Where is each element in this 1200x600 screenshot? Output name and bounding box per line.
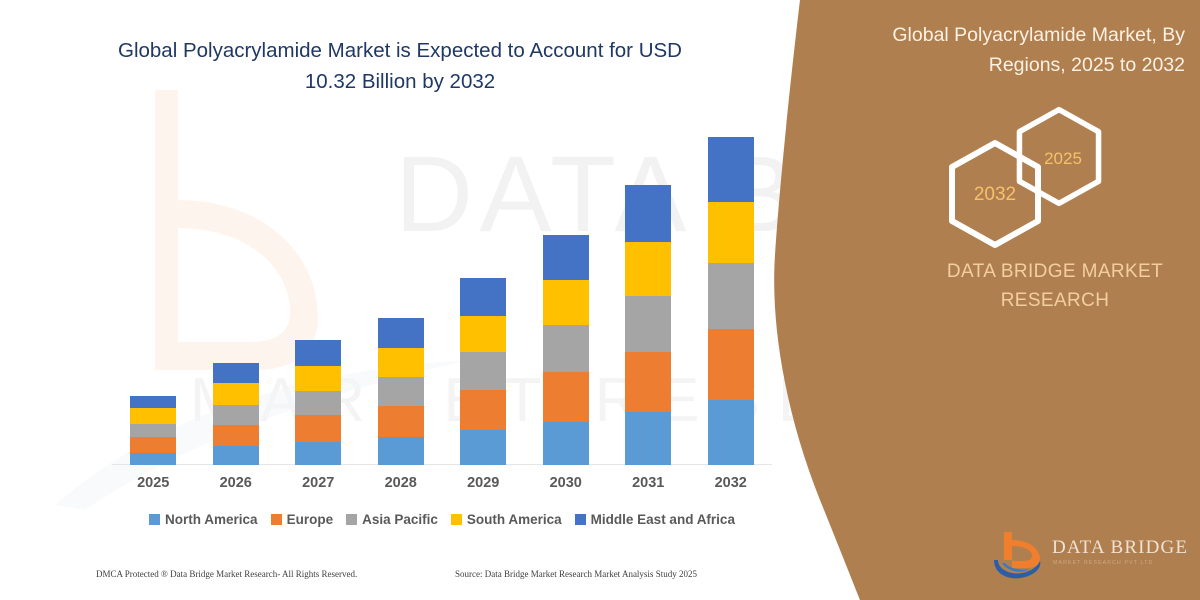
bar-segment[interactable] bbox=[212, 446, 259, 465]
legend-swatch-icon bbox=[450, 514, 462, 525]
footer-source: Source: Data Bridge Market Research Mark… bbox=[455, 569, 697, 579]
bar-segment[interactable] bbox=[295, 390, 342, 416]
bar-segment[interactable] bbox=[707, 329, 754, 400]
bar-segment[interactable] bbox=[625, 352, 672, 412]
bar-segment[interactable] bbox=[460, 429, 507, 465]
legend-item[interactable]: Asia Pacific bbox=[346, 512, 438, 527]
bar-column-2028[interactable] bbox=[377, 317, 424, 465]
x-axis-tick-2029: 2029 bbox=[467, 475, 500, 491]
panel-brand-text: DATA BRIDGE MARKET RESEARCH bbox=[946, 261, 1164, 311]
bar-segment[interactable] bbox=[295, 340, 342, 366]
logo-subtitle: MARKET RESEARCH PVT LTD bbox=[1053, 560, 1154, 566]
bar-segment[interactable] bbox=[377, 437, 424, 465]
legend-label: Asia Pacific bbox=[362, 512, 438, 527]
bar-column-2029[interactable] bbox=[460, 278, 507, 465]
legend-swatch-icon bbox=[149, 514, 161, 525]
data-bridge-logo-icon bbox=[994, 532, 1041, 579]
bars-layer bbox=[112, 120, 772, 465]
brand-logo: DATA BRIDGE MARKET RESEARCH PVT LTD bbox=[990, 528, 1189, 584]
x-axis-tick-2025: 2025 bbox=[137, 475, 170, 491]
bar-segment[interactable] bbox=[295, 365, 342, 391]
bar-segment[interactable] bbox=[212, 425, 259, 447]
legend-swatch-icon bbox=[574, 514, 586, 525]
hexagon-label-2025: 2025 bbox=[1044, 149, 1082, 168]
bar-segment[interactable] bbox=[542, 324, 589, 373]
x-axis-tick-2032: 2032 bbox=[714, 475, 747, 491]
x-axis-tick-2031: 2031 bbox=[632, 475, 665, 491]
bar-segment[interactable] bbox=[625, 411, 672, 465]
hexagon-icon bbox=[949, 140, 1041, 248]
chart-baseline bbox=[112, 464, 772, 465]
legend-item[interactable]: Europe bbox=[270, 512, 334, 527]
bar-segment[interactable] bbox=[377, 317, 424, 348]
footer-copyright: DMCA Protected ® Data Bridge Market Rese… bbox=[96, 569, 358, 579]
bar-segment[interactable] bbox=[295, 441, 342, 465]
bar-segment[interactable] bbox=[460, 389, 507, 430]
bar-segment[interactable] bbox=[377, 376, 424, 407]
bar-segment[interactable] bbox=[625, 241, 672, 296]
page-title: Global Polyacrylamide Market is Expected… bbox=[118, 39, 682, 93]
bar-segment[interactable] bbox=[707, 136, 754, 202]
legend-item[interactable]: Middle East and Africa bbox=[574, 512, 735, 527]
x-axis-tick-2030: 2030 bbox=[549, 475, 582, 491]
bar-column-2032[interactable] bbox=[707, 136, 754, 465]
legend-item[interactable]: North America bbox=[149, 512, 258, 527]
legend-swatch-icon bbox=[346, 514, 358, 525]
bar-segment[interactable] bbox=[542, 280, 589, 325]
bar-column-2030[interactable] bbox=[542, 235, 589, 465]
hexagon-badge-2025: 2025 bbox=[1013, 105, 1113, 217]
bar-segment[interactable] bbox=[542, 372, 589, 422]
bar-segment[interactable] bbox=[707, 399, 754, 465]
x-axis-labels: 2025 2026 2027 2028 2029 2030 2031 2032 bbox=[112, 475, 772, 499]
bar-segment[interactable] bbox=[377, 347, 424, 377]
bar-segment[interactable] bbox=[130, 407, 177, 425]
bar-segment[interactable] bbox=[130, 452, 177, 465]
bar-column-2027[interactable] bbox=[295, 340, 342, 465]
chart-legend: North America Europe Asia Pacific South Ame… bbox=[112, 512, 772, 527]
hexagon-icon bbox=[1016, 106, 1102, 207]
legend-label: North America bbox=[165, 512, 258, 527]
legend-label: Middle East and Africa bbox=[590, 512, 735, 527]
legend-label: South America bbox=[466, 512, 562, 527]
bar-column-2025[interactable] bbox=[130, 396, 177, 465]
right-panel-background bbox=[774, 0, 1200, 600]
hexagon-badge-2032: 2032 bbox=[945, 138, 1045, 250]
bar-column-2031[interactable] bbox=[625, 185, 672, 465]
bar-segment[interactable] bbox=[295, 415, 342, 442]
hexagon-badges: 2032 2025 bbox=[915, 105, 1150, 248]
bar-segment[interactable] bbox=[707, 262, 754, 329]
bar-segment[interactable] bbox=[460, 352, 507, 390]
bar-segment[interactable] bbox=[212, 363, 259, 384]
bar-segment[interactable] bbox=[212, 383, 259, 406]
panel-title: Global Polyacrylamide Market, By Regions… bbox=[892, 24, 1185, 77]
bar-column-2026[interactable] bbox=[212, 363, 259, 465]
logo-wordmark: DATA BRIDGE bbox=[1052, 537, 1189, 558]
bar-segment[interactable] bbox=[130, 396, 177, 408]
bar-segment[interactable] bbox=[377, 406, 424, 438]
bar-segment[interactable] bbox=[460, 315, 507, 353]
bar-segment[interactable] bbox=[707, 201, 754, 263]
legend-swatch-icon bbox=[270, 514, 282, 525]
legend-item[interactable]: South America bbox=[450, 512, 562, 527]
x-axis-tick-2026: 2026 bbox=[219, 475, 252, 491]
legend-label: Europe bbox=[286, 512, 334, 527]
hexagon-label-2032: 2032 bbox=[973, 184, 1017, 205]
bar-segment[interactable] bbox=[130, 437, 177, 453]
bar-segment[interactable] bbox=[130, 424, 177, 438]
bar-segment[interactable] bbox=[625, 185, 672, 242]
bar-segment[interactable] bbox=[542, 235, 589, 281]
bar-segment[interactable] bbox=[542, 421, 589, 465]
bar-segment[interactable] bbox=[460, 278, 507, 316]
bar-segment[interactable] bbox=[212, 405, 259, 426]
bar-segment[interactable] bbox=[625, 295, 672, 353]
x-axis-tick-2027: 2027 bbox=[302, 475, 335, 491]
x-axis-tick-2028: 2028 bbox=[384, 475, 417, 491]
